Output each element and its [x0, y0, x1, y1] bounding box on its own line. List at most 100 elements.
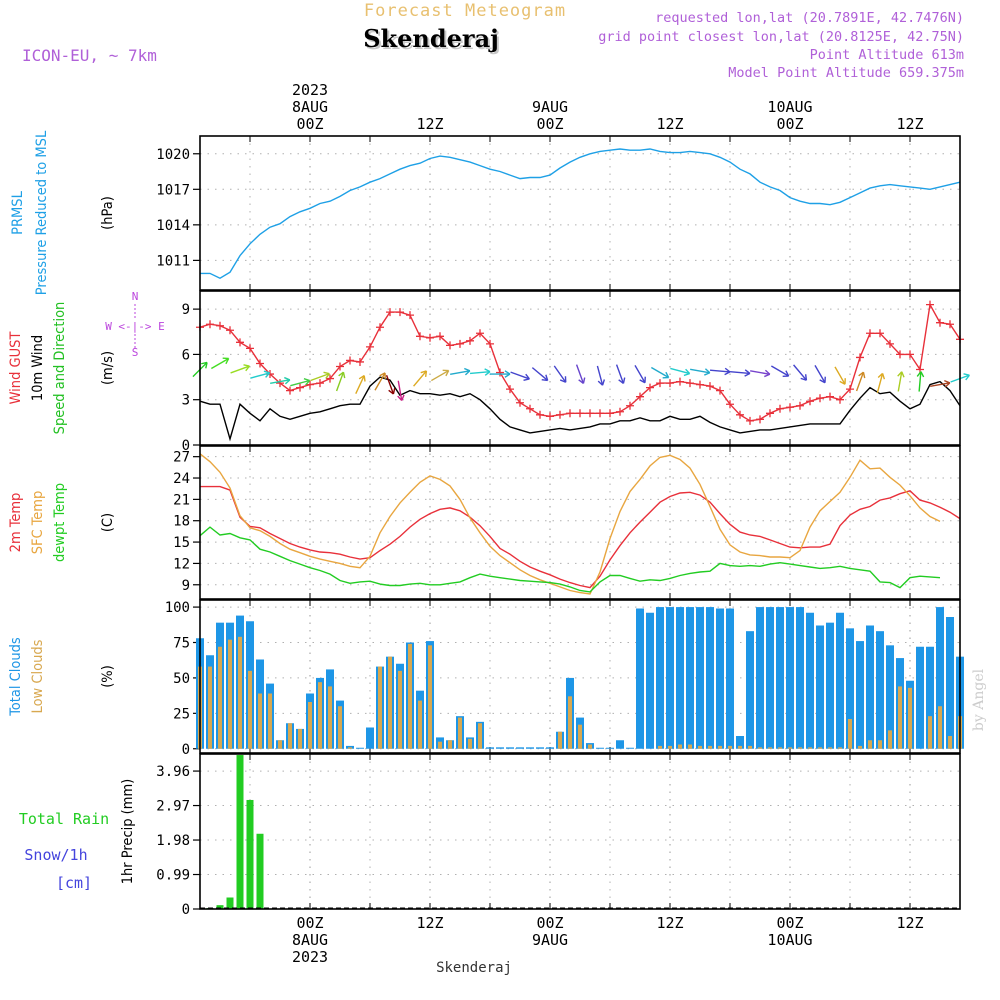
wind-arrow-shaft [690, 368, 710, 374]
low-cloud-bar [818, 747, 822, 749]
wind-arrow [355, 374, 366, 394]
time-label-bottom: 12Z [896, 914, 923, 932]
y-axis-label: Speed and Direction [52, 302, 68, 435]
data-point [466, 336, 474, 345]
data-point [476, 329, 484, 338]
low-cloud-bar [778, 747, 782, 749]
low-cloud-bar [808, 747, 812, 749]
total-cloud-bar [846, 628, 854, 749]
wind-arrow-head [379, 372, 386, 379]
wind-arrow [709, 367, 731, 376]
panel-frame [199, 753, 961, 910]
wind-arrow-head [243, 364, 250, 372]
wind-arrow-head [963, 373, 970, 381]
low-cloud-bar [798, 747, 802, 749]
wind-arrow-head [618, 377, 626, 384]
wind-arrow-shaft [750, 370, 770, 375]
total-cloud-bar [796, 607, 804, 749]
data-point [386, 308, 394, 317]
panel-frame [199, 599, 961, 754]
wind-arrow-head [897, 371, 905, 378]
y-tick-label: 3.96 [156, 764, 190, 780]
y-tick-label: 27 [173, 450, 190, 466]
wind-arrow-shaft [855, 371, 865, 392]
wind-arrow-shaft [709, 369, 731, 373]
wind-arrow [729, 369, 751, 377]
wind-arrow-head [559, 376, 567, 383]
data-point [306, 380, 314, 389]
data-point [556, 410, 564, 419]
wind-arrow [310, 371, 330, 382]
wind-arrow-head [388, 387, 396, 395]
wind-arrow-shaft [876, 373, 884, 393]
data-point [906, 350, 914, 359]
time-label-top: 9AUG [532, 98, 568, 116]
wind-arrow-head [338, 371, 346, 379]
low-cloud-bar [908, 687, 912, 749]
wind-arrow-head [263, 370, 271, 378]
low-cloud-bar [288, 723, 292, 749]
low-cloud-bar [788, 747, 792, 749]
wind-arrow-head [464, 367, 471, 376]
total-cloud-bar [626, 747, 634, 749]
total-cloud-bar [646, 612, 654, 749]
y-tick-label: 1.98 [156, 833, 190, 849]
time-label-top: 00Z [296, 115, 323, 133]
wind-arrow-shaft [575, 364, 585, 384]
y-axis-label: PRMSL [10, 190, 26, 234]
y-tick-label: 0 [182, 742, 190, 758]
total-cloud-bar [486, 747, 494, 749]
series-line [200, 148, 961, 279]
panel-frame [199, 290, 961, 446]
total-cloud-bar [916, 646, 924, 749]
wind-arrow [210, 357, 230, 370]
time-label-bottom: 9AUG [532, 931, 568, 949]
low-cloud-bar [448, 740, 452, 749]
data-point [366, 342, 374, 351]
low-cloud-bar [888, 730, 892, 749]
time-label-bottom: 8AUG [292, 931, 328, 949]
data-point [226, 326, 234, 335]
wind-arrow [596, 365, 606, 386]
precip-bar [256, 833, 264, 909]
wind-arrow [397, 380, 405, 401]
wind-arrow-head [597, 379, 606, 386]
low-cloud-bar [458, 717, 462, 749]
data-point [636, 392, 644, 401]
data-point [876, 329, 884, 338]
wind-arrow-shaft [250, 372, 270, 379]
y-tick-label: 75 [173, 636, 190, 652]
y-axis-label: dewpt Temp [52, 483, 68, 562]
data-point [776, 404, 784, 413]
data-point [676, 377, 684, 386]
data-point [276, 379, 284, 388]
data-point [436, 332, 444, 341]
wind-arrow-head [222, 357, 230, 365]
panel-precip: 0 0.99 1.98 2.97 3.96 1hr Precip (mm) Total Ra… [19, 753, 961, 918]
low-cloud-bar [408, 643, 412, 749]
data-point [416, 332, 424, 341]
model-altitude: Model Point Altitude 659.375m [728, 65, 964, 81]
data-point [526, 404, 534, 413]
total-cloud-bar [526, 747, 534, 749]
data-point [486, 339, 494, 348]
data-point [516, 398, 524, 407]
total-cloud-bar [776, 607, 784, 749]
data-point [406, 311, 414, 320]
wind-arrow [531, 367, 549, 382]
total-cloud-bar [886, 645, 894, 749]
data-point [926, 300, 934, 309]
series-line [199, 453, 941, 595]
data-point [816, 394, 824, 403]
data-point [616, 407, 624, 416]
low-cloud-bar [848, 719, 852, 749]
requested-coords: requested lon,lat (20.7891E, 42.7476N) [655, 10, 964, 26]
wind-arrow-head [420, 370, 428, 377]
wind-arrow-head [764, 369, 771, 378]
y-axis-label: Pressure Reduced to MSL [34, 130, 50, 295]
y-tick-label: 1020 [156, 147, 190, 163]
total-cloud-bar [696, 607, 704, 749]
wind-arrow-shaft [210, 357, 230, 370]
wind-arrow [510, 371, 530, 381]
